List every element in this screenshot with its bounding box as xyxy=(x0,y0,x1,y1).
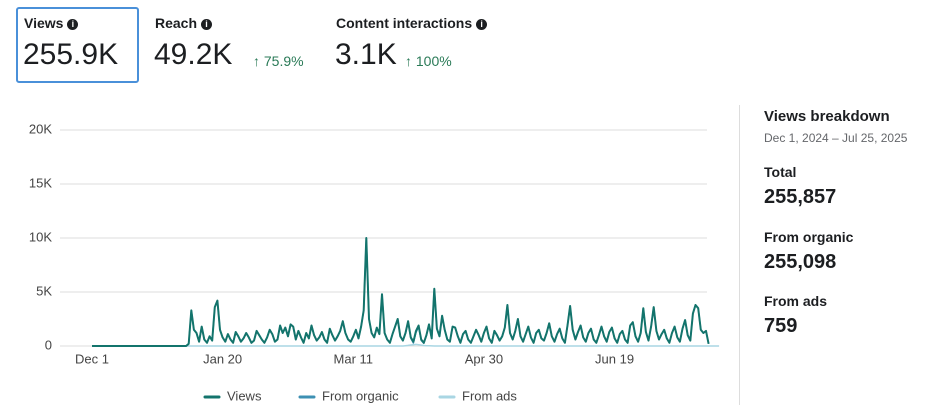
change-text: 100% xyxy=(415,53,452,69)
x-tick-label: Apr 30 xyxy=(465,351,503,366)
metric-label: Views i xyxy=(24,15,79,31)
info-icon[interactable]: i xyxy=(201,19,213,30)
breakdown-label: From organic xyxy=(764,229,854,245)
legend-label: From organic xyxy=(322,388,399,403)
series-line xyxy=(92,237,710,347)
series-line xyxy=(92,343,720,347)
divider xyxy=(739,105,740,405)
breakdown-title: Views breakdown xyxy=(764,108,890,125)
change-text: 75.9% xyxy=(263,53,304,69)
x-tick-label: Jan 20 xyxy=(203,351,242,366)
info-icon[interactable]: i xyxy=(67,19,79,30)
metric-label-text: Reach xyxy=(155,15,198,31)
breakdown-value: 255,857 xyxy=(764,186,837,208)
metric-label-text: Content interactions xyxy=(336,15,473,31)
breakdown-value: 759 xyxy=(764,315,798,337)
y-tick-label: 15K xyxy=(29,175,52,190)
x-tick-label: Mar 11 xyxy=(334,351,374,366)
views-card[interactable] xyxy=(16,7,139,83)
metric-change: ↑ 75.9% xyxy=(253,53,304,69)
metric-label: Reach i xyxy=(155,15,213,31)
y-tick-label: 0 xyxy=(45,337,52,352)
metric-value: 3.1K xyxy=(335,38,397,71)
arrow-up: ↑ xyxy=(253,53,264,69)
x-tick-label: Dec 1 xyxy=(75,351,109,366)
breakdown-value: 255,098 xyxy=(764,251,837,273)
metric-value: 49.2K xyxy=(154,38,233,71)
breakdown-label: From ads xyxy=(764,293,828,309)
y-tick-label: 10K xyxy=(29,229,52,244)
metric-change: ↑ 100% xyxy=(405,53,452,69)
breakdown-range: Dec 1, 2024 – Jul 25, 2025 xyxy=(764,131,908,145)
metric-label: Content interactions i xyxy=(336,15,488,31)
legend-label: Views xyxy=(227,388,262,403)
metric-label-text: Views xyxy=(24,15,64,31)
arrow-up: ↑ xyxy=(405,53,416,69)
breakdown-label: Total xyxy=(764,164,797,180)
legend-label: From ads xyxy=(462,388,517,403)
y-tick-label: 20K xyxy=(29,121,52,136)
metric-value: 255.9K xyxy=(23,38,119,71)
x-tick-label: Jun 19 xyxy=(595,351,634,366)
info-icon[interactable]: i xyxy=(476,19,488,30)
y-tick-label: 5K xyxy=(36,283,52,298)
chart: 0 5K 10K 15K 20K Dec 1 Jan 20 Mar 11 Apr 30 Jun 1… xyxy=(29,121,720,403)
